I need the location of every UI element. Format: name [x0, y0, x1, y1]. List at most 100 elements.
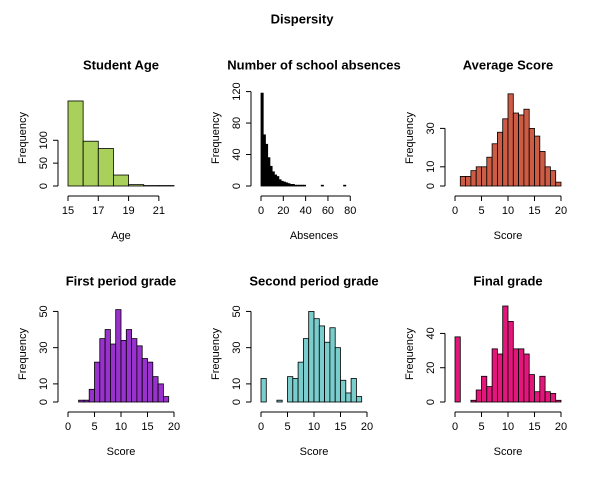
x-tick-label: 0 [258, 421, 264, 433]
figure-title: Dispersity [271, 11, 335, 26]
y-tick-label: 0 [231, 399, 243, 405]
bar [334, 347, 341, 403]
x-axis-label: Score [107, 446, 136, 458]
x-tick-label: 40 [300, 205, 312, 217]
y-tick-label: 80 [231, 117, 243, 129]
x-tick-label: 21 [153, 205, 165, 217]
bar [539, 151, 546, 187]
x-tick-label: 0 [65, 421, 71, 433]
x-tick-label: 80 [344, 205, 356, 217]
bar [302, 338, 310, 403]
x-tick-label: 5 [478, 205, 484, 217]
bar [115, 309, 122, 403]
bar [544, 391, 551, 403]
bar [350, 378, 357, 403]
y-tick-label: 30 [38, 342, 50, 354]
bar [120, 340, 127, 403]
x-tick-label: 17 [92, 205, 104, 217]
bar [131, 338, 138, 403]
x-axis-label: Score [494, 446, 523, 458]
bar [523, 353, 530, 403]
bar [329, 327, 336, 403]
bar [345, 392, 352, 403]
y-axis-label: Frequency [404, 112, 416, 164]
bar [152, 376, 159, 403]
bar [313, 318, 320, 403]
bar [110, 343, 117, 403]
bar [308, 311, 315, 403]
bar [544, 166, 551, 187]
bar [162, 396, 170, 403]
x-tick-label: 0 [258, 205, 264, 217]
chart-title: Average Score [463, 57, 554, 72]
bar [94, 361, 101, 403]
bar [82, 140, 99, 187]
bar [104, 329, 111, 403]
y-tick-label: 0 [38, 399, 50, 405]
bar [454, 336, 461, 403]
bar [83, 399, 90, 403]
bar [318, 325, 325, 403]
y-tick-label: 50 [38, 305, 50, 317]
x-axis-label: Score [300, 446, 329, 458]
bar [470, 399, 477, 403]
x-tick-label: 20 [361, 421, 373, 433]
bar [518, 348, 525, 403]
bar [67, 100, 84, 187]
x-tick-label: 20 [168, 421, 180, 433]
bar [136, 345, 143, 403]
x-tick-label: 0 [452, 205, 458, 217]
bar [302, 184, 307, 187]
bar [125, 329, 133, 403]
bar [534, 135, 541, 187]
bar [355, 396, 363, 403]
chart-title: First period grade [66, 273, 177, 288]
x-tick-label: 10 [115, 421, 127, 433]
bar [465, 175, 472, 187]
bar [147, 361, 154, 403]
x-tick-label: 20 [555, 421, 567, 433]
y-tick-label: 0 [425, 183, 437, 189]
y-tick-label: 30 [231, 342, 243, 354]
bar [128, 184, 145, 187]
x-axis-label: Absences [290, 230, 339, 242]
x-tick-label: 20 [555, 205, 567, 217]
bar [481, 166, 488, 187]
x-axis-label: Score [494, 230, 523, 242]
x-tick-label: 15 [528, 205, 540, 217]
y-tick-label: 50 [231, 305, 243, 317]
chart-title: Number of school absences [227, 57, 400, 72]
bar [481, 375, 488, 403]
y-tick-label: 0 [425, 399, 437, 405]
x-axis-label: Age [111, 230, 131, 242]
bar [88, 388, 95, 403]
y-tick-label: 10 [231, 378, 243, 390]
bar [486, 156, 493, 187]
x-tick-label: 60 [322, 205, 334, 217]
bar [555, 399, 562, 403]
bar [141, 358, 148, 403]
x-tick-label: 15 [141, 421, 153, 433]
bar [287, 376, 294, 403]
bar [528, 127, 535, 187]
y-axis-label: Frequency [17, 112, 29, 164]
y-tick-label: 120 [231, 82, 243, 100]
chart-title: Student Age [83, 57, 159, 72]
bar [475, 389, 482, 403]
bar [539, 375, 546, 403]
bar [324, 341, 331, 403]
y-axis-label: Frequency [404, 328, 416, 380]
y-tick-label: 40 [231, 148, 243, 160]
bar [97, 148, 114, 187]
bar [512, 112, 519, 187]
x-tick-label: 10 [308, 421, 320, 433]
chart-title: Second period grade [249, 273, 378, 288]
bar [550, 170, 557, 187]
y-tick-label: 0 [231, 183, 243, 189]
bar [78, 399, 85, 403]
x-tick-label: 15 [62, 205, 74, 217]
bar [523, 108, 530, 187]
bar [496, 353, 504, 403]
bar [507, 93, 514, 187]
